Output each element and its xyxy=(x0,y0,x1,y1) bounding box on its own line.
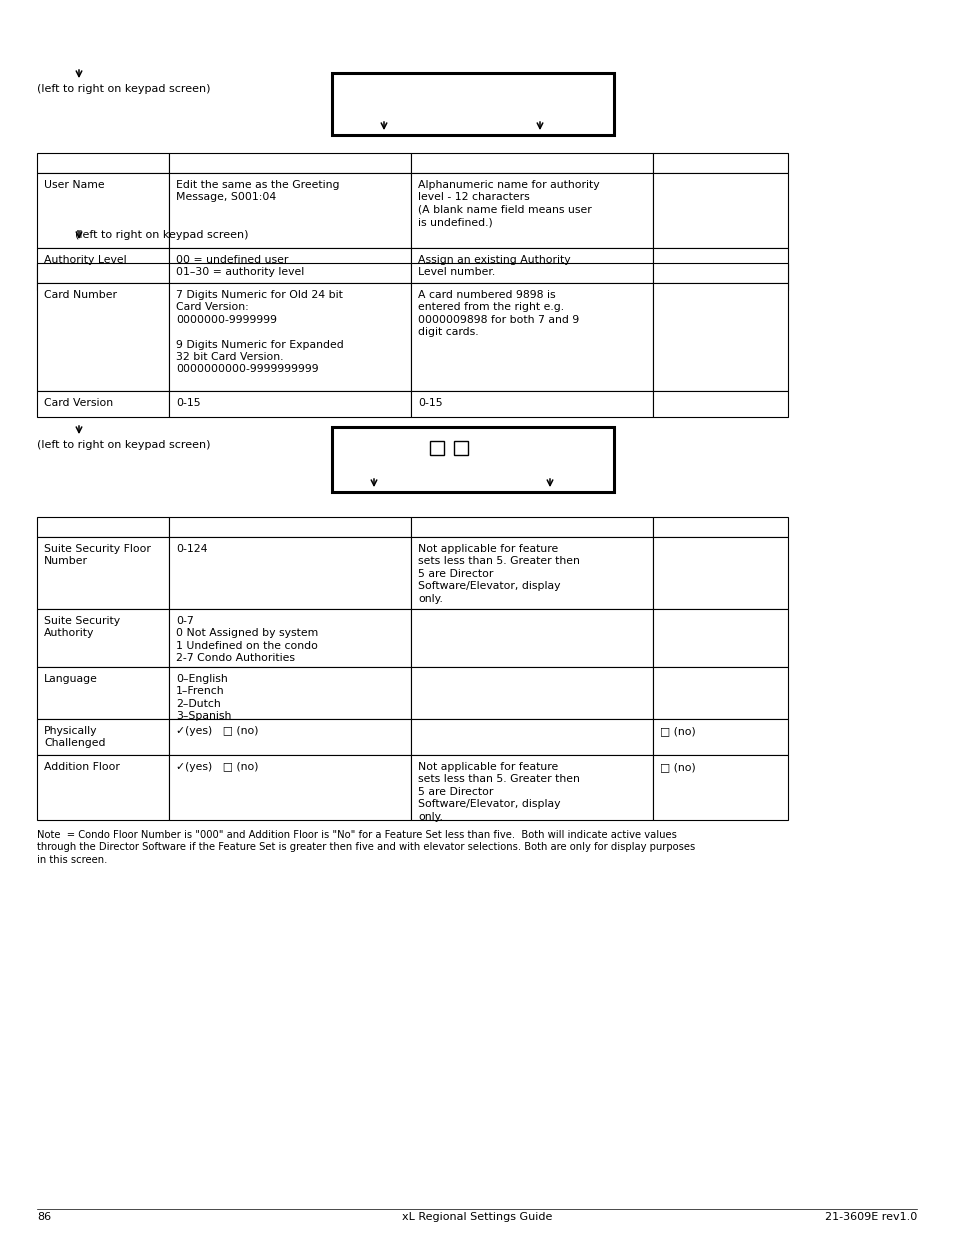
Bar xyxy=(411,248,652,290)
Bar xyxy=(169,173,411,248)
Text: Not applicable for feature
sets less than 5. Greater then
5 are Director
Softwar: Not applicable for feature sets less tha… xyxy=(417,762,579,821)
Text: □ (no): □ (no) xyxy=(659,726,695,736)
Text: 00 = undefined user
01–30 = authority level: 00 = undefined user 01–30 = authority le… xyxy=(175,254,304,278)
Text: User Name: User Name xyxy=(44,180,105,190)
Bar xyxy=(37,537,169,609)
Text: Suite Security
Authority: Suite Security Authority xyxy=(44,616,120,638)
Bar xyxy=(169,667,411,719)
Text: 0-15: 0-15 xyxy=(175,398,200,408)
Text: (left to right on keypad screen): (left to right on keypad screen) xyxy=(37,84,211,94)
Bar xyxy=(652,667,787,719)
Text: xL Regional Settings Guide: xL Regional Settings Guide xyxy=(401,1212,552,1221)
Bar xyxy=(37,609,169,667)
Text: A card numbered 9898 is
entered from the right e.g.
0000009898 for both 7 and 9
: A card numbered 9898 is entered from the… xyxy=(417,290,578,337)
Bar xyxy=(37,283,169,391)
Text: (left to right on keypad screen): (left to right on keypad screen) xyxy=(37,440,211,450)
Bar xyxy=(37,755,169,820)
Bar xyxy=(652,283,787,391)
Text: 86: 86 xyxy=(37,1212,51,1221)
Text: 0–English
1–French
2–Dutch
3–Spanish: 0–English 1–French 2–Dutch 3–Spanish xyxy=(175,674,232,721)
Text: 21-3609E rev1.0: 21-3609E rev1.0 xyxy=(824,1212,916,1221)
Bar xyxy=(169,755,411,820)
Text: Edit the same as the Greeting
Message, S001:04: Edit the same as the Greeting Message, S… xyxy=(175,180,339,203)
Bar xyxy=(411,153,652,173)
Bar xyxy=(332,427,614,492)
Text: Language: Language xyxy=(44,674,98,684)
Bar xyxy=(169,248,411,290)
Bar xyxy=(37,248,169,290)
Text: Addition Floor: Addition Floor xyxy=(44,762,120,772)
Bar xyxy=(411,283,652,391)
Bar xyxy=(411,609,652,667)
Text: 0-124: 0-124 xyxy=(175,543,208,555)
Bar xyxy=(169,537,411,609)
Bar xyxy=(411,755,652,820)
Bar xyxy=(652,537,787,609)
Bar xyxy=(430,441,443,454)
Bar xyxy=(411,391,652,417)
Bar xyxy=(37,263,169,283)
Bar xyxy=(411,537,652,609)
Text: (left to right on keypad screen): (left to right on keypad screen) xyxy=(75,230,249,240)
Bar xyxy=(169,283,411,391)
Bar xyxy=(411,517,652,537)
Text: Not applicable for feature
sets less than 5. Greater then
5 are Director
Softwar: Not applicable for feature sets less tha… xyxy=(417,543,579,604)
Text: □ (no): □ (no) xyxy=(659,762,695,772)
Bar xyxy=(411,667,652,719)
Bar xyxy=(652,173,787,248)
Bar xyxy=(169,153,411,173)
Bar xyxy=(652,391,787,417)
Bar xyxy=(169,517,411,537)
Bar xyxy=(652,517,787,537)
Bar xyxy=(37,173,169,248)
Text: 0-15: 0-15 xyxy=(417,398,442,408)
Bar xyxy=(454,441,468,454)
Bar xyxy=(652,609,787,667)
Text: Card Number: Card Number xyxy=(44,290,117,300)
Bar xyxy=(411,173,652,248)
Bar xyxy=(411,263,652,283)
Text: Physically
Challenged: Physically Challenged xyxy=(44,726,106,748)
Bar xyxy=(652,248,787,290)
Bar xyxy=(652,719,787,755)
Text: Suite Security Floor
Number: Suite Security Floor Number xyxy=(44,543,151,567)
Text: Card Version: Card Version xyxy=(44,398,113,408)
Text: Authority Level: Authority Level xyxy=(44,254,127,266)
Bar xyxy=(37,719,169,755)
Bar xyxy=(652,755,787,820)
Bar xyxy=(169,609,411,667)
Bar xyxy=(169,391,411,417)
Bar xyxy=(37,667,169,719)
Bar xyxy=(169,719,411,755)
Bar xyxy=(652,263,787,283)
Bar xyxy=(652,153,787,173)
Text: Assign an existing Authority
Level number.: Assign an existing Authority Level numbe… xyxy=(417,254,570,278)
Bar xyxy=(37,517,169,537)
Text: ✓(yes)   □ (no): ✓(yes) □ (no) xyxy=(175,762,258,772)
Bar xyxy=(37,391,169,417)
Bar xyxy=(411,719,652,755)
Text: 7 Digits Numeric for Old 24 bit
Card Version:
0000000-9999999

9 Digits Numeric : 7 Digits Numeric for Old 24 bit Card Ver… xyxy=(175,290,343,374)
Bar xyxy=(169,263,411,283)
Text: ✓(yes)   □ (no): ✓(yes) □ (no) xyxy=(175,726,258,736)
Text: Note  = Condo Floor Number is "000" and Addition Floor is "No" for a Feature Set: Note = Condo Floor Number is "000" and A… xyxy=(37,830,695,864)
Bar xyxy=(37,153,169,173)
Bar xyxy=(332,73,614,135)
Text: Alphanumeric name for authority
level - 12 characters
(A blank name field means : Alphanumeric name for authority level - … xyxy=(417,180,599,227)
Text: 0-7
0 Not Assigned by system
1 Undefined on the condo
2-7 Condo Authorities: 0-7 0 Not Assigned by system 1 Undefined… xyxy=(175,616,318,663)
